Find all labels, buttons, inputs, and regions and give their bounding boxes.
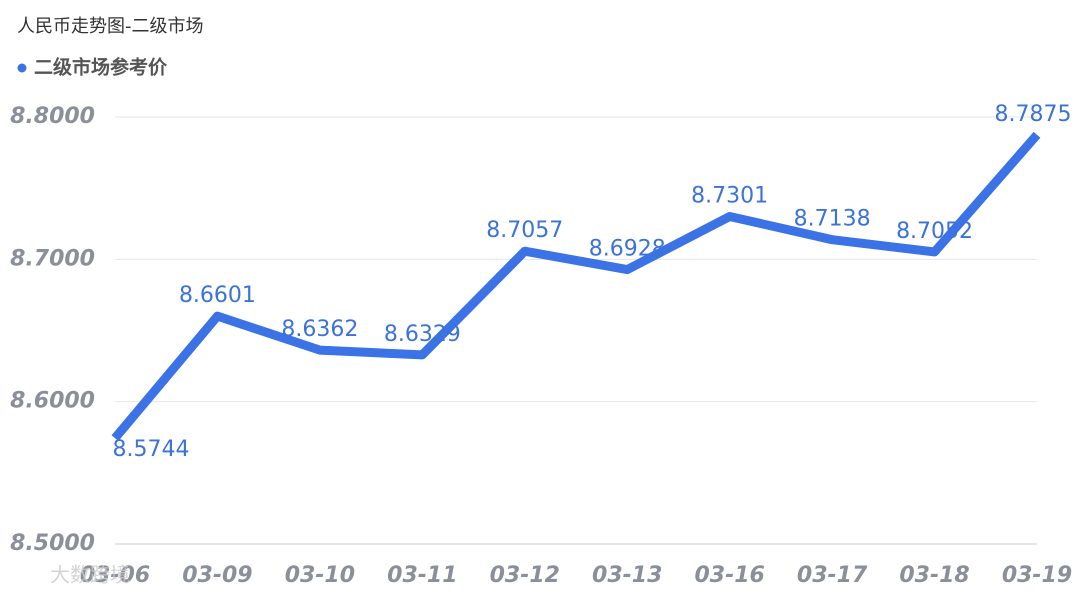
- data-label: 8.5744: [113, 437, 190, 462]
- data-label: 8.6362: [281, 317, 358, 342]
- x-tick-label: 03-13: [592, 563, 662, 588]
- data-label: 8.6601: [179, 283, 256, 308]
- data-label: 8.7052: [896, 219, 973, 244]
- x-tick-label: 03-12: [490, 563, 560, 588]
- y-tick-label: 8.5000: [10, 531, 95, 556]
- y-tick-label: 8.8000: [10, 104, 95, 129]
- x-tick-label: 03-18: [899, 563, 969, 588]
- x-tick-label: 03-10: [285, 563, 355, 588]
- x-tick-label: 03-06: [80, 563, 150, 588]
- x-tick-label: 03-11: [387, 563, 457, 588]
- data-label: 8.7301: [691, 183, 768, 208]
- data-label: 8.7875: [995, 102, 1072, 127]
- legend-marker: [17, 63, 27, 73]
- data-label: 8.7057: [486, 218, 563, 243]
- x-tick-label: 03-09: [182, 563, 252, 588]
- watermark: 大数跨境: [50, 563, 130, 587]
- x-tick-label: 03-16: [694, 563, 764, 588]
- x-tick-label: 03-17: [797, 563, 868, 588]
- y-tick-label: 8.6000: [10, 389, 95, 414]
- chart-title: 人民币走势图-二级市场: [17, 16, 204, 37]
- data-label: 8.6329: [384, 322, 461, 347]
- data-label: 8.6928: [589, 237, 666, 262]
- y-tick-label: 8.7000: [10, 246, 95, 271]
- data-label: 8.7138: [794, 207, 871, 232]
- legend-label: 二级市场参考价: [34, 56, 168, 79]
- x-tick-label: 03-19: [1002, 563, 1072, 588]
- line: [111, 131, 1041, 441]
